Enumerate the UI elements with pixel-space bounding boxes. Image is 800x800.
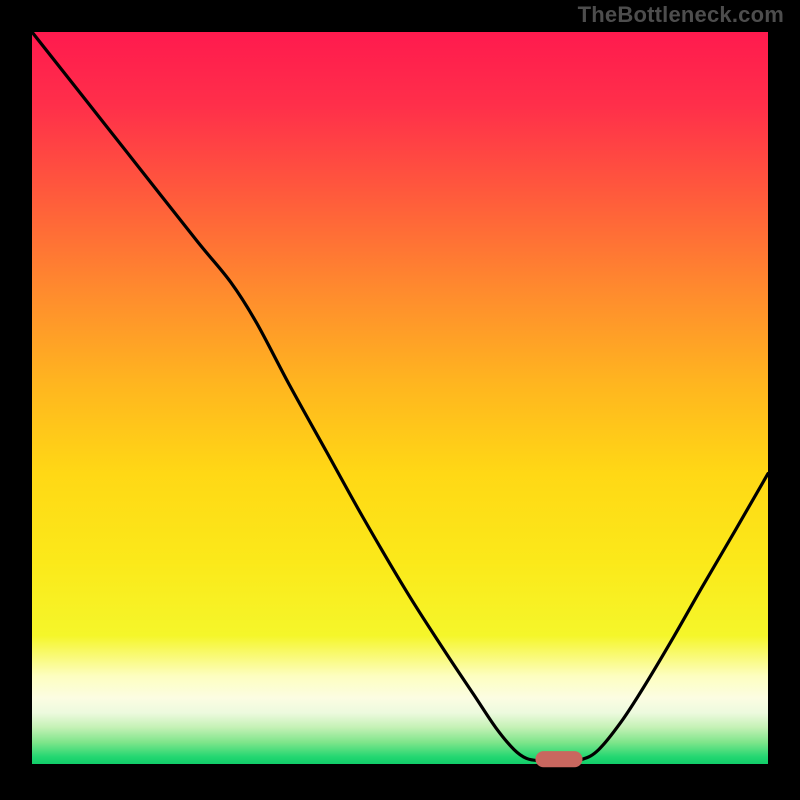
plot-area [32, 32, 768, 768]
chart-container: TheBottleneck.com [0, 0, 800, 800]
optimum-marker [535, 751, 582, 767]
chart-svg [32, 32, 768, 768]
gradient-background [32, 32, 768, 768]
watermark-text: TheBottleneck.com [578, 2, 784, 28]
